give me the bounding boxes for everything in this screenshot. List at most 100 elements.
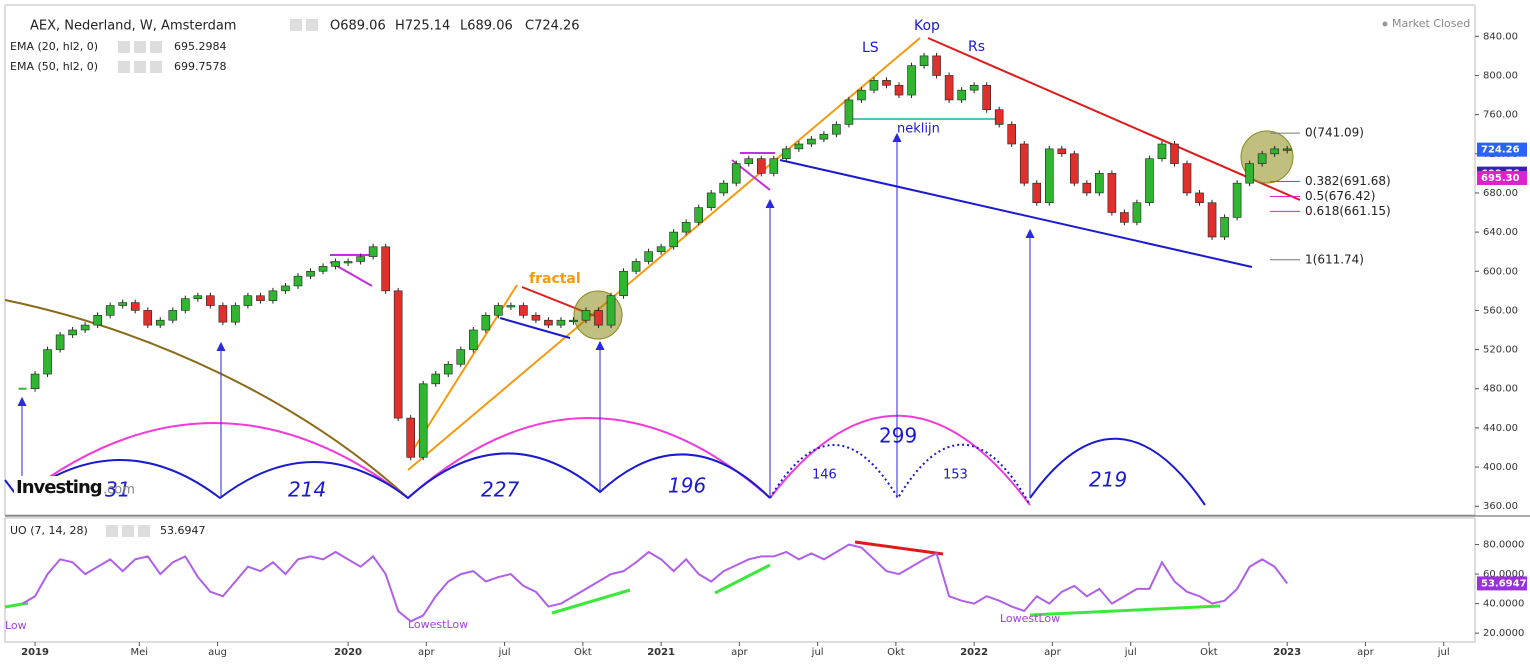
candle <box>43 349 52 375</box>
y-tick-label: 680.00 <box>1483 188 1518 199</box>
indicator-name: EMA (50, hl2, 0) <box>10 60 98 73</box>
candle <box>957 89 966 101</box>
candle <box>356 256 365 262</box>
uo-line <box>854 540 944 556</box>
trend-line <box>927 37 1301 201</box>
candle <box>1270 148 1279 155</box>
candle <box>619 270 628 297</box>
icon[interactable] <box>134 41 146 53</box>
cycle-arrows <box>17 132 1035 498</box>
uo-value: 53.6947 <box>160 524 206 537</box>
candle <box>1195 192 1204 204</box>
watermark: .com <box>103 483 135 498</box>
candle <box>919 55 929 66</box>
candle <box>30 373 40 390</box>
x-tick-label: Okt <box>887 647 905 658</box>
candle <box>1057 148 1067 155</box>
icon[interactable] <box>118 61 130 73</box>
icon[interactable] <box>106 525 118 537</box>
candle <box>1282 148 1292 151</box>
candle <box>55 334 65 350</box>
fib-label: 0(741.09) <box>1305 126 1364 140</box>
candle <box>181 298 190 311</box>
candle <box>143 310 153 326</box>
candle <box>1132 202 1142 223</box>
candle <box>431 373 441 385</box>
x-tick-label: 2022 <box>960 647 988 658</box>
candle <box>406 417 415 458</box>
x-tick-label: jul <box>811 647 824 658</box>
x-tick-label: 2020 <box>334 647 362 658</box>
x-tick-label: Mei <box>131 647 149 658</box>
y-tick-label: 360.00 <box>1483 501 1518 512</box>
uo-title: UO (7, 14, 28) <box>10 524 88 537</box>
candle <box>456 349 466 365</box>
candle <box>569 319 578 323</box>
icon[interactable] <box>122 525 134 537</box>
candle <box>80 324 90 331</box>
candle <box>1157 143 1167 159</box>
candle <box>594 310 603 326</box>
ohlc: H725.14 <box>395 19 450 34</box>
x-tick-label: Okt <box>1200 647 1218 658</box>
icon[interactable] <box>290 19 302 31</box>
candle <box>1257 153 1267 164</box>
uo-frame <box>4 517 1476 643</box>
candle <box>1044 148 1054 204</box>
candle <box>1070 153 1079 184</box>
annotation: LowestLow <box>1000 612 1060 625</box>
price-badge <box>1477 142 1527 157</box>
candle <box>944 75 954 101</box>
candle <box>844 99 854 125</box>
icon[interactable] <box>150 41 162 53</box>
annotation: Rs <box>968 39 985 55</box>
candle <box>1007 124 1017 145</box>
x-tick-label: 2019 <box>21 647 49 658</box>
candle <box>93 315 102 326</box>
candle <box>481 315 491 331</box>
candle <box>669 231 678 248</box>
cycle-label: 196 <box>668 474 706 498</box>
y-tick-label: 480.00 <box>1483 384 1518 395</box>
candle <box>1207 202 1217 238</box>
x-tick-label: 2021 <box>647 647 675 658</box>
candle <box>606 295 616 326</box>
cycle-label: 146 <box>812 468 837 483</box>
candle <box>155 319 165 326</box>
candle <box>306 270 315 277</box>
candle <box>331 261 340 267</box>
cycle-arc <box>769 443 1031 506</box>
y-tick-label: 20.0000 <box>1483 628 1524 639</box>
candle <box>782 148 791 159</box>
y-tick-label: 40.0000 <box>1483 599 1524 610</box>
candle <box>281 285 290 292</box>
y-tick-label: 400.00 <box>1483 462 1518 473</box>
uo-line <box>714 563 771 595</box>
x-tick-label: aug <box>208 647 227 658</box>
candle <box>343 261 353 264</box>
uo-line <box>1029 604 1221 617</box>
icon[interactable] <box>134 61 146 73</box>
candle <box>1220 217 1229 238</box>
y-tick-label: 760.00 <box>1483 110 1518 121</box>
candle <box>819 133 829 140</box>
candle <box>1120 212 1129 223</box>
icon[interactable] <box>138 525 150 537</box>
uo-line <box>4 601 29 609</box>
fib-label: 0.5(676.42) <box>1305 189 1375 203</box>
icon[interactable] <box>150 61 162 73</box>
candle <box>744 158 754 164</box>
candle <box>969 84 979 91</box>
candle <box>894 84 904 96</box>
candle <box>168 310 178 321</box>
candle <box>1170 143 1179 164</box>
icon[interactable] <box>118 41 130 53</box>
candle <box>882 80 891 86</box>
candle <box>556 319 566 326</box>
candle <box>393 290 403 419</box>
candle <box>1245 163 1254 184</box>
icon[interactable] <box>306 19 318 31</box>
x-tick-label: 2023 <box>1273 647 1301 658</box>
candle <box>381 246 390 292</box>
